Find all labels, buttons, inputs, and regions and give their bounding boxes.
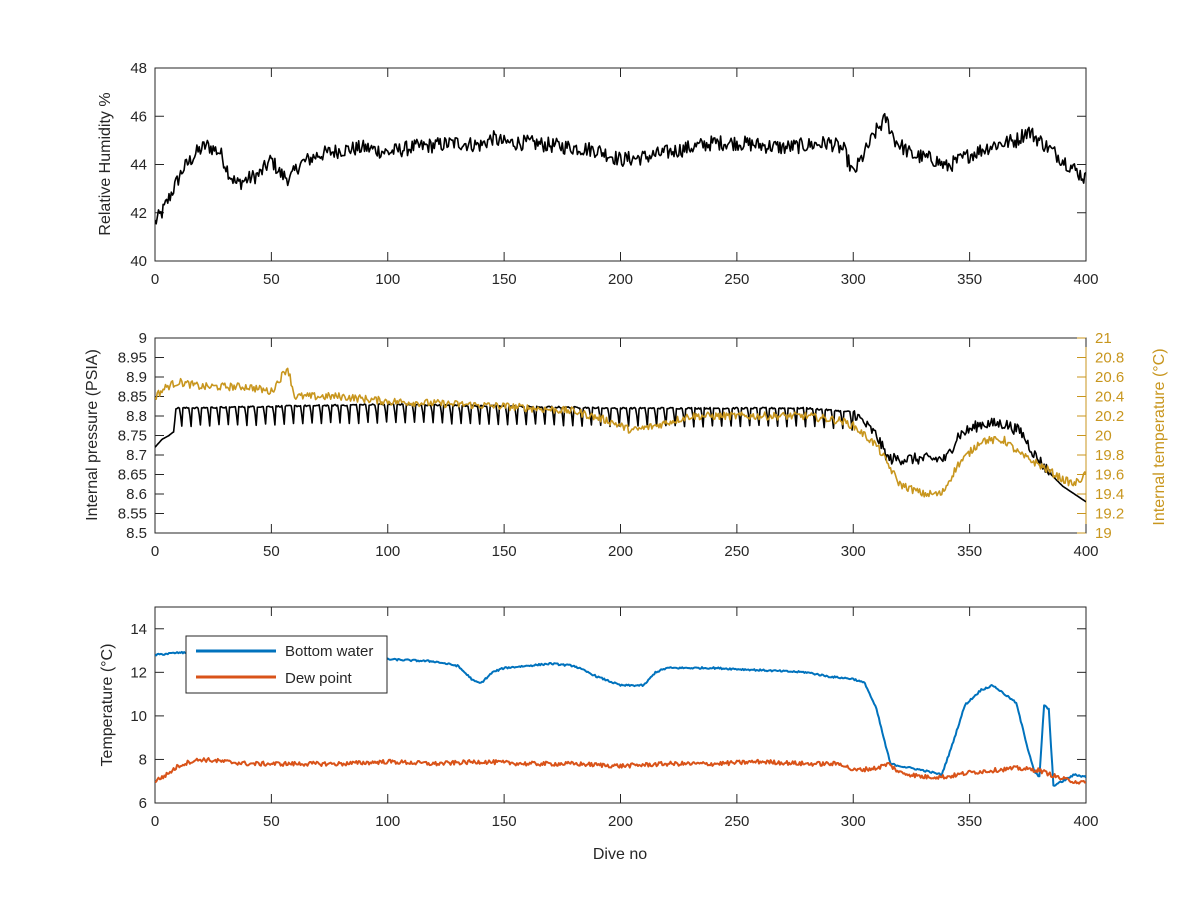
x-tick-label: 300 bbox=[841, 543, 866, 560]
temperature-panel: 6 8 10 12 14 0 50 100 150 200 250 300 350 400 Temper… bbox=[99, 606, 1099, 863]
humidity-panel: 40 42 44 46 48 0 50 100 150 200 250 300 350 400 Rela… bbox=[97, 60, 1099, 288]
x-tick-label: 0 bbox=[151, 813, 159, 830]
y-tick-label: 8.5 bbox=[126, 525, 147, 542]
y-tick-label: 8 bbox=[139, 751, 147, 768]
temperature-right-y-ticks: 19 19.2 19.4 19.6 19.8 20 20.2 20.4 20.6 20.8 21 bbox=[1077, 330, 1124, 542]
y-tick-label: 8.55 bbox=[118, 506, 147, 523]
legend-box bbox=[185, 635, 388, 694]
x-tick-label: 300 bbox=[841, 271, 866, 288]
x-tick-label: 300 bbox=[841, 813, 866, 830]
y-tick-label: 6 bbox=[139, 795, 147, 812]
legend-label-dew-point: Dew point bbox=[285, 670, 353, 687]
y-tick-label: 46 bbox=[130, 108, 147, 125]
x-tick-label: 0 bbox=[151, 271, 159, 288]
y-tick-label: 8.65 bbox=[118, 467, 147, 484]
y-tick-label: 14 bbox=[130, 621, 147, 638]
x-tick-label: 350 bbox=[957, 813, 982, 830]
x-tick-label: 100 bbox=[375, 543, 400, 560]
x-tick-label: 200 bbox=[608, 813, 633, 830]
right-y-tick-label: 20.6 bbox=[1095, 369, 1124, 386]
right-y-tick-label: 19.4 bbox=[1095, 486, 1124, 503]
right-y-tick-label: 19.2 bbox=[1095, 506, 1124, 523]
temperature-y-ticks: 6 8 10 12 14 bbox=[130, 621, 1086, 812]
humidity-y-ticks: 40 42 44 46 48 bbox=[130, 60, 1086, 270]
y-tick-label: 12 bbox=[130, 664, 147, 681]
y-tick-label: 8.8 bbox=[126, 408, 147, 425]
right-y-tick-label: 20 bbox=[1095, 428, 1112, 445]
pressure-plot-area bbox=[154, 337, 1087, 534]
series-line-1-1 bbox=[155, 367, 1086, 498]
series-line-2-1 bbox=[155, 757, 1086, 785]
y-tick-label: 44 bbox=[130, 157, 147, 174]
y-tick-label: 8.9 bbox=[126, 369, 147, 386]
x-tick-label: 150 bbox=[492, 271, 517, 288]
right-y-tick-label: 19.6 bbox=[1095, 467, 1124, 484]
right-y-tick-label: 19 bbox=[1095, 525, 1112, 542]
legend: Bottom water Dew point bbox=[185, 635, 388, 694]
right-y-tick-label: 20.8 bbox=[1095, 350, 1124, 367]
internal-temperature-y-axis-label: Internal temperature (°C) bbox=[1151, 348, 1168, 525]
humidity-y-axis-label: Relative Humidity % bbox=[97, 92, 114, 235]
x-tick-label: 100 bbox=[375, 271, 400, 288]
pressure-series-layer bbox=[155, 367, 1086, 503]
x-tick-label: 350 bbox=[957, 271, 982, 288]
y-tick-label: 9 bbox=[139, 330, 147, 347]
x-tick-label: 400 bbox=[1073, 271, 1098, 288]
y-tick-label: 42 bbox=[130, 205, 147, 222]
x-tick-label: 250 bbox=[724, 543, 749, 560]
x-tick-label: 50 bbox=[263, 271, 280, 288]
legend-label-bottom-water: Bottom water bbox=[285, 643, 373, 660]
y-tick-label: 8.95 bbox=[118, 350, 147, 367]
x-tick-label: 100 bbox=[375, 813, 400, 830]
series-line-1-0 bbox=[155, 403, 1086, 503]
y-tick-label: 8.7 bbox=[126, 447, 147, 464]
x-tick-label: 50 bbox=[263, 543, 280, 560]
x-tick-label: 200 bbox=[608, 271, 633, 288]
x-tick-label: 400 bbox=[1073, 543, 1098, 560]
x-tick-label: 250 bbox=[724, 813, 749, 830]
y-tick-label: 40 bbox=[130, 253, 147, 270]
x-tick-label: 0 bbox=[151, 543, 159, 560]
pressure-y-axis-label: Internal pressure (PSIA) bbox=[84, 349, 101, 521]
temperature-y-axis-label: Temperature (°C) bbox=[99, 644, 116, 767]
y-tick-label: 8.85 bbox=[118, 389, 147, 406]
y-tick-label: 8.6 bbox=[126, 486, 147, 503]
x-tick-label: 200 bbox=[608, 543, 633, 560]
right-y-tick-label: 19.8 bbox=[1095, 447, 1124, 464]
x-tick-label: 250 bbox=[724, 271, 749, 288]
y-tick-label: 8.75 bbox=[118, 428, 147, 445]
x-tick-label: 150 bbox=[492, 543, 517, 560]
right-y-tick-label: 21 bbox=[1095, 330, 1112, 347]
temperature-x-ticks: 0 50 100 150 200 250 300 350 400 bbox=[151, 607, 1099, 830]
humidity-x-ticks: 0 50 100 150 200 250 300 350 400 bbox=[151, 68, 1099, 288]
series-line-0-0 bbox=[155, 112, 1086, 225]
right-y-tick-label: 20.4 bbox=[1095, 389, 1124, 406]
pressure-x-ticks: 0 50 100 150 200 250 300 350 400 bbox=[151, 338, 1099, 560]
pressure-panel: 8.58.558.68.658.78.758.88.858.98.959 191… bbox=[84, 330, 1168, 560]
right-y-tick-label: 20.2 bbox=[1095, 408, 1124, 425]
x-tick-label: 400 bbox=[1073, 813, 1098, 830]
x-tick-label: 150 bbox=[492, 813, 517, 830]
y-tick-label: 10 bbox=[130, 708, 147, 725]
humidity-series-layer bbox=[155, 112, 1086, 225]
x-axis-label: Dive no bbox=[593, 846, 647, 863]
x-tick-label: 350 bbox=[957, 543, 982, 560]
x-tick-label: 50 bbox=[263, 813, 280, 830]
y-tick-label: 48 bbox=[130, 60, 147, 77]
